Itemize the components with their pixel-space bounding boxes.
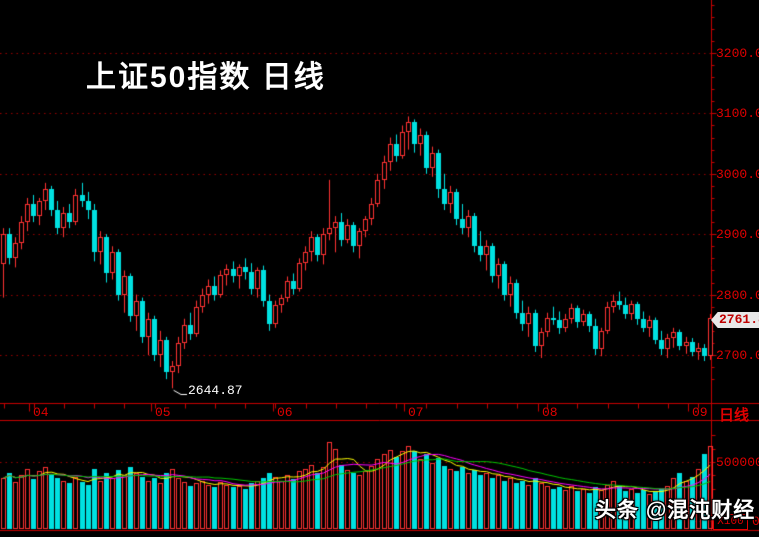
- month-axis-label: 06: [277, 405, 293, 420]
- price-axis-label: 2900.00: [716, 227, 759, 242]
- volume-scale-label: 500000: [716, 455, 759, 470]
- price-axis-label: 2800.00: [716, 288, 759, 303]
- low-point-annotation: 2644.87: [188, 383, 243, 398]
- price-axis-label: 3000.00: [716, 167, 759, 182]
- month-axis-label: 04: [33, 405, 49, 420]
- month-axis-label: 05: [155, 405, 171, 420]
- volume-origin-label: 0: [752, 514, 759, 529]
- watermark-text: 头条 @混沌财经: [595, 499, 756, 522]
- price-axis-label: 3100.00: [716, 106, 759, 121]
- month-axis-label: 07: [408, 405, 424, 420]
- month-axis-label: 08: [542, 405, 558, 420]
- chart-title: 上证50指数 日线: [86, 61, 326, 94]
- volume-multiplier-badge: X100: [713, 514, 748, 530]
- price-axis-label: 2700.00: [716, 348, 759, 363]
- month-axis-label: 09: [692, 405, 708, 420]
- last-price-tag: 2761.8: [711, 312, 759, 328]
- period-label: 日线: [719, 407, 750, 424]
- price-axis-label: 3200.00: [716, 46, 759, 61]
